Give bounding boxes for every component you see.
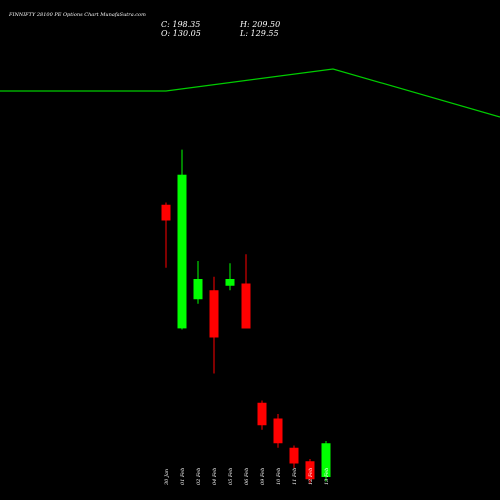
x-tick-label: 11 Feb — [292, 468, 298, 485]
candle-body — [193, 279, 203, 300]
candle-body — [305, 461, 315, 480]
candle-body — [321, 443, 331, 477]
x-tick-label: 04 Feb — [212, 468, 218, 485]
high-value: H: 209.50 — [240, 20, 281, 29]
chart-title: FINNIFTY 28100 PE Options Chart MunafaSu… — [9, 12, 146, 18]
x-tick-label: 02 Feb — [196, 468, 202, 485]
x-tick-label: 05 Feb — [228, 468, 234, 485]
candle-body — [209, 290, 219, 338]
candle-body — [225, 279, 235, 286]
x-axis-labels: 30 Jan 01 Feb 02 Feb 04 Feb 05 Feb 06 Feb 09 F… — [164, 468, 330, 485]
candle-body — [289, 447, 299, 464]
overlay-line — [0, 68, 500, 118]
candle-body — [161, 204, 171, 221]
x-tick-label: 10 Feb — [276, 468, 282, 485]
candle-body — [257, 402, 267, 426]
x-tick-label: 09 Feb — [260, 468, 266, 485]
x-tick-label: 01 Feb — [180, 468, 186, 485]
candle-body — [273, 418, 283, 444]
low-value: L: 129.55 — [240, 29, 279, 38]
candle-body — [241, 283, 251, 329]
x-tick-label: 12 Feb — [308, 468, 314, 485]
close-value: C: 198.35 — [161, 20, 201, 29]
candle-body — [177, 174, 187, 329]
x-tick-label: 06 Feb — [244, 468, 250, 485]
candles-group — [161, 149, 331, 484]
open-value: O: 130.05 — [161, 29, 201, 38]
x-tick-label: 13 Feb — [324, 468, 330, 485]
x-tick-label: 30 Jan — [164, 469, 170, 485]
